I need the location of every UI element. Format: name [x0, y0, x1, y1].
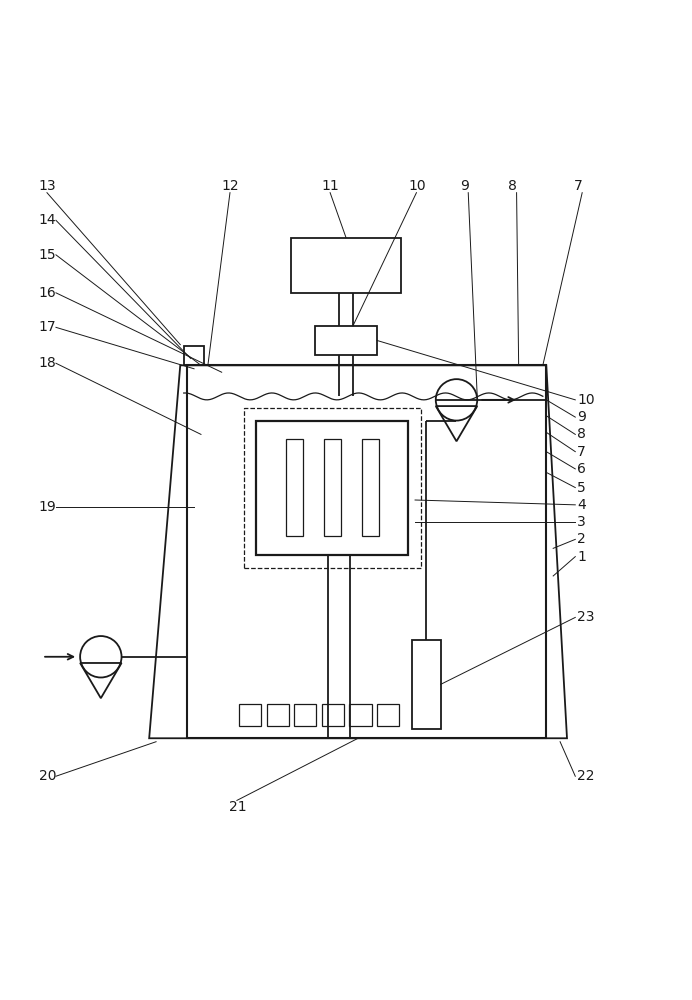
Text: 13: 13 [39, 179, 56, 193]
Bar [266, 704, 289, 726]
Bar [183, 346, 204, 365]
Text: 8: 8 [577, 427, 586, 441]
Text: 7: 7 [577, 445, 586, 459]
Text: 12: 12 [221, 179, 239, 193]
Bar [349, 704, 372, 726]
Bar [239, 704, 261, 726]
Text: 4: 4 [577, 498, 586, 512]
Bar [187, 365, 546, 738]
Bar [377, 704, 399, 726]
Text: 9: 9 [577, 410, 586, 424]
Bar [291, 238, 401, 293]
Text: 7: 7 [574, 179, 583, 193]
Text: 3: 3 [577, 515, 586, 529]
Bar [361, 439, 379, 536]
Text: 21: 21 [228, 800, 246, 814]
Text: 5: 5 [577, 481, 586, 495]
Bar [315, 326, 377, 355]
Text: 18: 18 [39, 356, 57, 370]
Text: 11: 11 [322, 179, 340, 193]
Bar [256, 421, 408, 555]
Text: 15: 15 [39, 248, 56, 262]
Text: 17: 17 [39, 320, 56, 334]
Text: 6: 6 [577, 462, 586, 476]
Bar [324, 439, 341, 536]
Text: 10: 10 [408, 179, 426, 193]
Text: 22: 22 [577, 769, 595, 783]
Text: 16: 16 [39, 286, 57, 300]
Text: 10: 10 [577, 393, 595, 407]
Text: 14: 14 [39, 213, 56, 227]
Bar [322, 704, 344, 726]
Bar [294, 704, 316, 726]
Text: 9: 9 [460, 179, 468, 193]
Bar [244, 408, 421, 568]
Text: 8: 8 [509, 179, 517, 193]
Text: 20: 20 [39, 769, 56, 783]
Text: 19: 19 [39, 500, 57, 514]
Bar [286, 439, 303, 536]
Bar [412, 640, 441, 729]
Text: 1: 1 [577, 550, 586, 564]
Text: 2: 2 [577, 532, 586, 546]
Text: 23: 23 [577, 610, 595, 624]
